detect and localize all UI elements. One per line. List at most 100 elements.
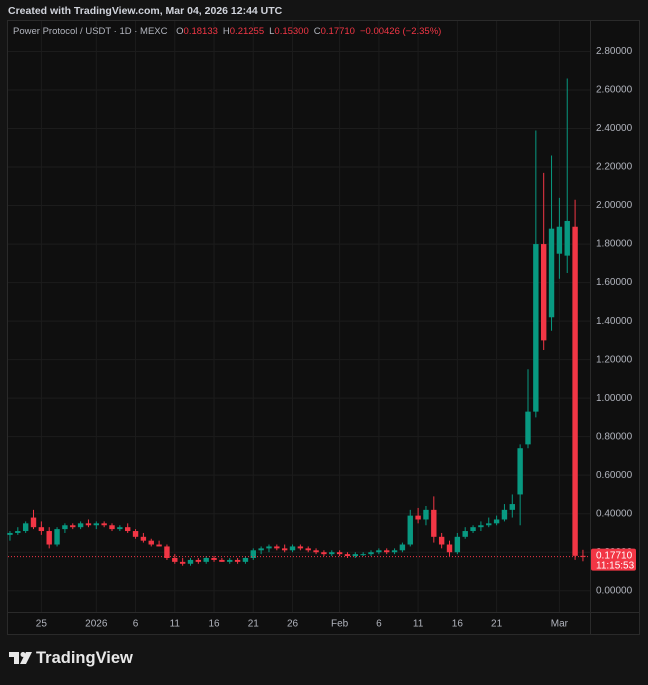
x-tick-label: 11 (413, 619, 424, 630)
candle-body (329, 552, 335, 555)
y-tick-label: 2.80000 (596, 46, 633, 57)
candle-body (22, 523, 29, 532)
symbol: Power Protocol / USDT · 1D · MEXC (13, 26, 168, 37)
y-tick-label: 0.80000 (596, 431, 633, 442)
legend-key: C (314, 26, 321, 37)
last-price-label: 0.17710 (596, 550, 633, 561)
candle-body (242, 558, 249, 562)
y-tick-label: 2.20000 (596, 162, 633, 173)
candle-body (227, 559, 233, 562)
candle-body (344, 554, 351, 557)
candle-body (446, 544, 453, 553)
candle-body (132, 531, 139, 537)
x-tick-label: 16 (452, 619, 464, 630)
candle-body (431, 509, 437, 537)
candle-body (540, 244, 547, 341)
candle-body (415, 515, 421, 520)
candle-body (438, 536, 445, 545)
candle-body (478, 525, 484, 528)
candle-body (93, 523, 100, 526)
symbol-legend: Power Protocol / USDT · 1D · MEXC O0.181… (13, 26, 441, 37)
candle-body (501, 509, 508, 520)
candle-body (564, 220, 570, 256)
candle-body (195, 559, 202, 562)
candle-body (85, 523, 92, 526)
candle-body (46, 531, 52, 545)
candle-body (77, 523, 84, 528)
candle-body (313, 550, 319, 553)
candle-body (454, 536, 461, 553)
candle-body (509, 504, 515, 510)
candle-body (407, 515, 413, 545)
candle-body (391, 550, 398, 553)
legend-change: −0.00426 (−2.35%) (360, 26, 441, 37)
x-tick-label: 26 (287, 619, 299, 630)
candle-body (179, 561, 186, 564)
legend-key: H (223, 26, 230, 37)
y-tick-label: 0.00000 (596, 585, 633, 596)
candle-body (140, 536, 147, 541)
y-tick-label: 1.00000 (596, 393, 633, 404)
candle-body (30, 517, 37, 528)
candle-body (321, 552, 327, 555)
y-tick-label: 0.40000 (596, 508, 633, 519)
last-price-tag (591, 548, 636, 571)
candle-body (533, 244, 539, 412)
candle-body (556, 226, 563, 254)
candle-body (493, 519, 500, 524)
candle-body (211, 558, 217, 560)
candle-body (258, 548, 264, 551)
candle-body (148, 540, 154, 545)
candle-body (376, 550, 382, 553)
candle-body (289, 546, 296, 551)
legend-key: O (176, 26, 183, 37)
candle-body (352, 554, 359, 557)
candle-body (234, 559, 241, 562)
countdown: 11:15:53 (596, 560, 635, 571)
grid (8, 21, 590, 612)
y-tick-label: 1.80000 (596, 239, 633, 250)
candle-body (109, 525, 115, 530)
candle-body (62, 525, 68, 530)
candle-body (486, 523, 492, 526)
candle-body (517, 448, 523, 495)
candle-body (266, 546, 272, 549)
candle-body (156, 544, 162, 547)
candle-body (336, 552, 343, 555)
x-tick-label: 25 (36, 619, 48, 630)
candle-body (101, 523, 107, 526)
candle-body (117, 527, 123, 530)
x-tick-label: 21 (248, 619, 260, 630)
candle-body (281, 548, 288, 551)
legend-key: L (269, 26, 274, 37)
candle-body (384, 550, 390, 553)
y-tick-label: 2.00000 (596, 200, 633, 211)
candle-body (572, 226, 578, 556)
candle-body (164, 546, 170, 558)
x-tick-label: 21 (491, 619, 503, 630)
logo-mark (9, 652, 19, 664)
y-tick-label: 1.60000 (596, 277, 633, 288)
candle-body (7, 532, 13, 535)
candle-body (548, 228, 555, 318)
x-tick-label: Mar (551, 619, 569, 630)
candle-body (360, 554, 366, 556)
candle-body (219, 559, 225, 562)
candle-body (368, 552, 374, 555)
y-tick-label: 2.60000 (596, 85, 633, 96)
candle-body (399, 544, 406, 551)
created-note: Created with TradingView.com, Mar 04, 20… (8, 5, 283, 17)
candle-body (203, 558, 209, 562)
x-tick-label: 6 (376, 619, 382, 630)
y-tick-label: 1.20000 (596, 354, 633, 365)
candle-body (38, 527, 45, 532)
y-tick-label: 2.40000 (596, 123, 633, 134)
candle-body (423, 509, 429, 520)
candle-body (172, 558, 178, 562)
candle-body (462, 531, 468, 537)
legend-value: 0.18133 (184, 26, 218, 37)
candle-body (470, 527, 476, 532)
candle-body (297, 546, 304, 549)
